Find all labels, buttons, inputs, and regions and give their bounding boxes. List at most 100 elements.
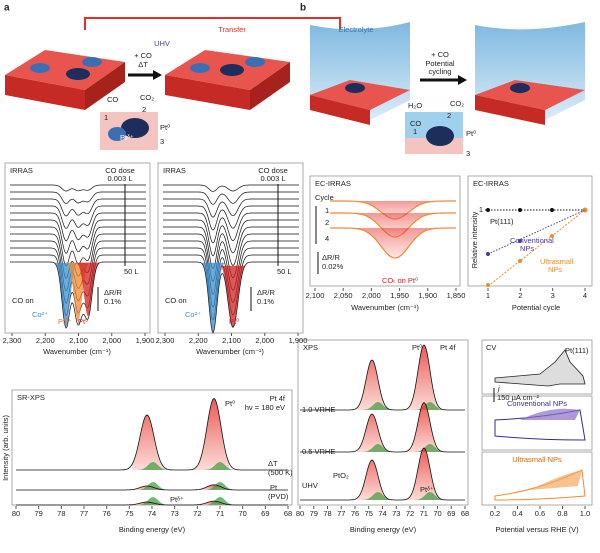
- panel-title: IRRAS: [163, 166, 186, 175]
- arrow-head: [153, 70, 162, 80]
- dose-label: CO dose: [258, 166, 288, 175]
- panel-frame: [4, 162, 151, 334]
- x-tick-label: 1.0: [580, 509, 590, 518]
- annotation: Pt(111): [565, 346, 589, 355]
- step-label: + CO: [134, 51, 152, 60]
- x-tick-label: 2,200: [36, 336, 55, 345]
- inset-label: CO₂: [140, 93, 154, 102]
- step-label: cycling: [429, 67, 452, 76]
- inset-label: 3: [466, 149, 470, 158]
- x-axis-label: Wavenumber (cm⁻¹): [43, 347, 111, 356]
- panel-title: CV: [486, 343, 496, 352]
- spectrum: [163, 184, 299, 192]
- x-tick-label: 72: [193, 509, 201, 518]
- x-tick-label: 74: [148, 509, 156, 518]
- spectrum: [300, 447, 465, 501]
- x-tick-label: 76: [351, 509, 359, 518]
- x-tick-label: 79: [310, 509, 318, 518]
- annotation: Pt 4f: [440, 343, 456, 352]
- relative-intensity-plot: [485, 207, 588, 287]
- annotation: Pt 4f: [270, 394, 286, 403]
- inset-label: CO₂: [450, 99, 464, 108]
- x-tick-label: 1,950: [390, 291, 409, 300]
- annotation: Cycle: [315, 193, 334, 202]
- spectrum: [10, 219, 146, 254]
- transfer-arrow: [84, 17, 341, 40]
- x-tick-label: 80: [12, 509, 20, 518]
- component: [16, 497, 288, 505]
- x-tick-label: 77: [80, 509, 88, 518]
- slab: [5, 50, 125, 110]
- panel-frame: [157, 162, 304, 334]
- annotation: Co²⁺: [185, 310, 201, 319]
- panel-frame: [481, 451, 593, 506]
- spectrum: [10, 212, 146, 242]
- spectrum: [163, 212, 299, 244]
- annotation: (PVD): [268, 492, 289, 501]
- series-label: NPs: [520, 244, 534, 253]
- x-tick-label: 2,100: [69, 336, 88, 345]
- panel-frame: [309, 175, 461, 287]
- annotation: 4: [325, 234, 329, 243]
- dose-label: 0.003 L: [260, 174, 285, 183]
- spectrum: [163, 219, 299, 257]
- cv-curve: [494, 349, 586, 387]
- x-tick-label: 78: [323, 509, 331, 518]
- spectrum: [16, 500, 288, 506]
- annotation: 1.0 VRHE: [302, 405, 335, 414]
- panel-label: b: [300, 3, 306, 14]
- spectra: [163, 184, 299, 334]
- annotation: Pt⁰: [412, 343, 422, 352]
- inset-label: 2: [142, 105, 146, 114]
- scale-label: 150 µA cm⁻²: [497, 393, 540, 402]
- scale-label: j: [497, 384, 500, 393]
- x-tick-label: 72: [406, 509, 414, 518]
- annotation: 0.5 VRHE: [302, 447, 335, 456]
- dose-label: 50 L: [277, 267, 292, 276]
- x-axis-label: Binding energy (eV): [350, 525, 417, 534]
- x-tick-label: 2,100: [222, 336, 241, 345]
- step-label: ΔT: [138, 60, 148, 69]
- panel-title: XPS: [303, 343, 318, 352]
- inset-label: CO: [410, 119, 421, 128]
- x-tick-label: 70: [238, 509, 246, 518]
- annotation: COₜ on Pt⁰: [382, 276, 418, 285]
- cv-fill: [520, 408, 580, 420]
- panel-frame: [481, 339, 593, 395]
- spectra: [10, 184, 146, 329]
- spectra: [300, 344, 465, 501]
- x-axis-label: Binding energy (eV): [119, 525, 186, 534]
- series-label: NPs: [548, 265, 562, 274]
- annotation: 1: [325, 206, 329, 215]
- x-tick-label: 74: [378, 509, 386, 518]
- slab: [165, 50, 290, 110]
- dose-label: 0.003 L: [107, 174, 132, 183]
- annotation: 2: [325, 218, 329, 227]
- x-tick-label: 73: [392, 509, 400, 518]
- x-tick-label: 3: [551, 291, 555, 300]
- x-tick-label: 80: [296, 509, 304, 518]
- x-tick-label: 71: [216, 509, 224, 518]
- spectrum: [330, 227, 456, 259]
- annotation: PtO₂: [333, 471, 349, 480]
- component: [16, 462, 288, 470]
- x-tick-label: 69: [447, 509, 455, 518]
- x-tick-label: 77: [337, 509, 345, 518]
- spectrum: [16, 484, 288, 491]
- inset-label: Ptᵟ⁺: [120, 133, 134, 142]
- spectrum: [163, 226, 299, 270]
- y-axis-label: Relative intensity: [470, 211, 479, 268]
- x-tick-label: 2,300: [156, 336, 175, 345]
- transfer-label: Transfer: [218, 25, 246, 34]
- dose-label: 50 L: [124, 267, 139, 276]
- annotation: Conventional NPs: [507, 399, 567, 408]
- peak-fill: [340, 228, 450, 258]
- scale-label: 0.02%: [322, 262, 344, 271]
- y-tick-label: 1: [479, 205, 483, 214]
- series-label: Ultrasmall: [540, 257, 574, 266]
- x-tick-label: 1,900: [136, 336, 155, 345]
- spectrum: [163, 261, 299, 334]
- inset-label: 3: [160, 137, 164, 146]
- y-axis-label: Intensity (arb. units): [1, 415, 10, 481]
- x-tick-label: 4: [583, 291, 587, 300]
